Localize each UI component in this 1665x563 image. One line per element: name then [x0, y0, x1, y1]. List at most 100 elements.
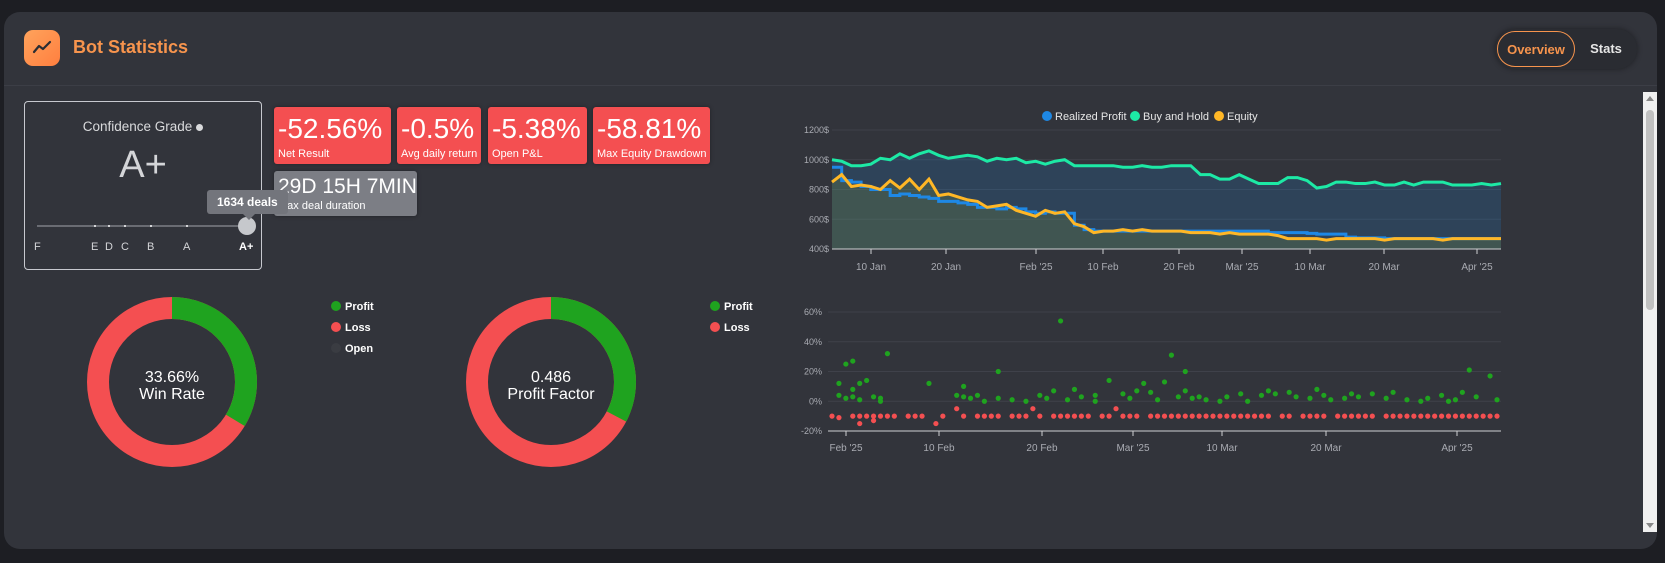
info-icon[interactable] [196, 123, 204, 131]
profit-point[interactable] [967, 395, 974, 401]
loss-point[interactable] [1452, 413, 1459, 419]
profit-point[interactable] [1321, 392, 1327, 398]
profit-point[interactable] [1189, 395, 1195, 401]
loss-point[interactable] [864, 413, 870, 419]
loss-point[interactable] [1445, 413, 1452, 419]
loss-point[interactable] [1120, 413, 1126, 419]
profit-point[interactable] [1120, 391, 1126, 397]
loss-point[interactable] [1099, 413, 1105, 419]
profit-point[interactable] [1044, 395, 1050, 401]
profit-point[interactable] [1168, 352, 1175, 358]
loss-point[interactable] [1037, 413, 1043, 419]
loss-point[interactable] [1480, 413, 1486, 419]
loss-point[interactable] [1473, 413, 1479, 419]
loss-point[interactable] [981, 413, 987, 419]
profit-point[interactable] [870, 394, 877, 400]
loss-point[interactable] [1175, 413, 1181, 419]
loss-point[interactable] [1307, 413, 1313, 419]
profit-point[interactable] [961, 383, 967, 389]
loss-point[interactable] [1383, 413, 1389, 419]
profit-point[interactable] [1293, 394, 1299, 400]
profit-point[interactable] [1182, 388, 1188, 394]
profit-point[interactable] [1328, 397, 1334, 403]
loss-point[interactable] [1411, 413, 1417, 419]
profit-point[interactable] [1459, 389, 1465, 395]
loss-point[interactable] [988, 413, 994, 419]
loss-point[interactable] [1217, 413, 1223, 419]
loss-point[interactable] [1161, 413, 1168, 419]
profit-point[interactable] [884, 351, 891, 357]
tab-stats[interactable]: Stats [1590, 41, 1622, 56]
loss-point[interactable] [1189, 413, 1195, 419]
profit-point[interactable] [981, 398, 987, 404]
loss-point[interactable] [850, 413, 856, 419]
profit-point[interactable] [1307, 395, 1313, 401]
profit-point[interactable] [1203, 397, 1209, 403]
loss-point[interactable] [1168, 413, 1175, 419]
profit-point[interactable] [1355, 394, 1362, 400]
profit-point[interactable] [1092, 392, 1098, 398]
loss-point[interactable] [1487, 413, 1493, 419]
loss-point[interactable] [1459, 413, 1465, 419]
profit-point[interactable] [1445, 398, 1452, 404]
buy-and-hold-line[interactable] [831, 149, 1502, 190]
profit-point[interactable] [836, 380, 842, 386]
profit-point[interactable] [1452, 397, 1459, 403]
profit-point[interactable] [850, 386, 856, 392]
loss-point[interactable] [1023, 413, 1029, 419]
profit-point[interactable] [1134, 388, 1140, 394]
loss-point[interactable] [1321, 413, 1327, 419]
profit-point[interactable] [1196, 394, 1202, 400]
profit-point[interactable] [1092, 398, 1098, 404]
loss-point[interactable] [1404, 413, 1410, 419]
loss-point[interactable] [1314, 413, 1320, 419]
profit-point[interactable] [1037, 392, 1043, 398]
profit-point[interactable] [1272, 391, 1278, 397]
loss-point[interactable] [1245, 413, 1251, 419]
loss-point[interactable] [1085, 413, 1091, 419]
loss-point[interactable] [1258, 413, 1265, 419]
loss-point[interactable] [870, 413, 877, 419]
profit-point[interactable] [1071, 386, 1078, 392]
loss-point[interactable] [1265, 413, 1272, 419]
profit-point[interactable] [843, 395, 849, 401]
loss-point[interactable] [1030, 406, 1036, 412]
profit-arc[interactable] [466, 297, 636, 467]
loss-point[interactable] [1286, 413, 1292, 419]
profit-point[interactable] [836, 392, 842, 398]
profit-point[interactable] [857, 397, 863, 403]
loss-point[interactable] [1203, 413, 1209, 419]
profit-point[interactable] [1064, 397, 1071, 403]
loss-point[interactable] [995, 413, 1001, 419]
loss-point[interactable] [1279, 413, 1285, 419]
profit-point[interactable] [1258, 392, 1265, 398]
loss-point[interactable] [919, 413, 925, 419]
profit-point[interactable] [995, 368, 1001, 375]
legend-profit[interactable]: Profit [710, 301, 753, 313]
legend-profit[interactable]: Profit [331, 301, 374, 313]
profit-point[interactable] [1487, 373, 1493, 379]
profit-point[interactable] [843, 361, 849, 367]
profit-point[interactable] [1175, 394, 1181, 400]
scroll-thumb[interactable] [1646, 110, 1654, 310]
profit-point[interactable] [1217, 398, 1223, 404]
loss-point[interactable] [940, 413, 946, 419]
legend-loss[interactable]: Loss [710, 322, 750, 334]
profit-point[interactable] [1106, 377, 1112, 384]
loss-point[interactable] [857, 420, 863, 427]
profit-point[interactable] [1418, 398, 1424, 404]
loss-point[interactable] [877, 413, 884, 419]
profit-point[interactable] [877, 398, 884, 404]
scroll-down-icon[interactable] [1646, 523, 1654, 528]
loss-point[interactable] [1009, 413, 1015, 419]
profit-point[interactable] [1383, 395, 1389, 401]
tab-overview[interactable]: Overview [1497, 31, 1575, 67]
profit-point[interactable] [1224, 394, 1230, 400]
profit-point[interactable] [954, 392, 960, 398]
loss-point[interactable] [1196, 413, 1202, 419]
loss-point[interactable] [870, 417, 877, 424]
loss-point[interactable] [1071, 413, 1078, 419]
profit-point[interactable] [1154, 397, 1161, 403]
legend-label[interactable]: Equity [1227, 111, 1258, 123]
loss-point[interactable] [884, 413, 891, 419]
